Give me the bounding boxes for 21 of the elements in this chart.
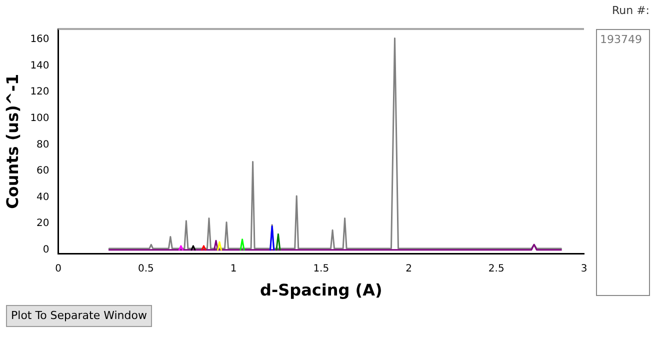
y-tick-label: 160 <box>30 34 50 46</box>
x-axis-title: d-Spacing (A) <box>260 280 382 300</box>
y-tick-label: 0 <box>42 244 50 256</box>
x-tick-label: 2.5 <box>488 263 504 274</box>
plot-button: Plot To Separate Window <box>6 305 152 327</box>
y-tick-label: 40 <box>36 192 50 203</box>
x-tick-label: 0 <box>55 263 62 274</box>
y-tick-label: 60 <box>36 166 50 177</box>
x-tick-label: 3 <box>580 263 588 274</box>
y-tick-label: 120 <box>30 86 50 98</box>
y-tick-label: 20 <box>36 218 50 230</box>
x-tick-label: 2 <box>406 263 412 274</box>
x-tick-label: 1.5 <box>313 263 330 274</box>
y-tick-label: 140 <box>30 60 50 72</box>
y-axis-title: Counts (us)^-1 <box>2 74 22 209</box>
x-tick-label: 1 <box>230 263 237 274</box>
y-tick-label: 80 <box>36 139 50 150</box>
x-tick-label: 0.5 <box>138 263 154 274</box>
run-list-box: 193749 <box>596 29 650 296</box>
text: Run #: <box>612 4 650 17</box>
y-tick-label: 100 <box>30 112 50 124</box>
